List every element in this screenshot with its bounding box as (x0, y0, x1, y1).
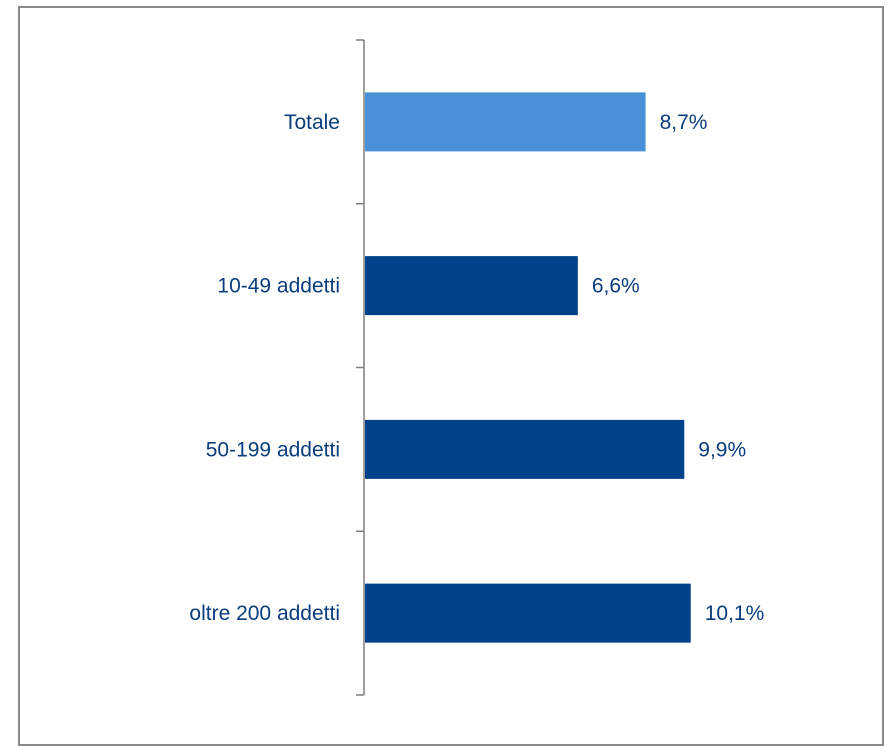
axis-layer (356, 39, 365, 696)
bar-50-199-addetti (365, 419, 685, 479)
value-label: 10,1% (705, 602, 765, 625)
category-label: Totale (284, 111, 340, 134)
bar-10-49-addetti (365, 256, 578, 316)
value-label: 6,6% (592, 275, 640, 298)
labels-layer: Totale 8,7% 10-49 addetti 6,6% 50-199 addett… (189, 111, 764, 625)
bar-oltre-200-addetti (365, 583, 691, 643)
category-label: 50-199 addetti (206, 438, 340, 461)
value-label: 8,7% (660, 111, 708, 134)
bar-totale (365, 92, 646, 152)
category-label: 10-49 addetti (217, 275, 340, 298)
value-label: 9,9% (698, 438, 746, 461)
bars-layer (365, 92, 691, 643)
category-label: oltre 200 addetti (189, 602, 340, 625)
